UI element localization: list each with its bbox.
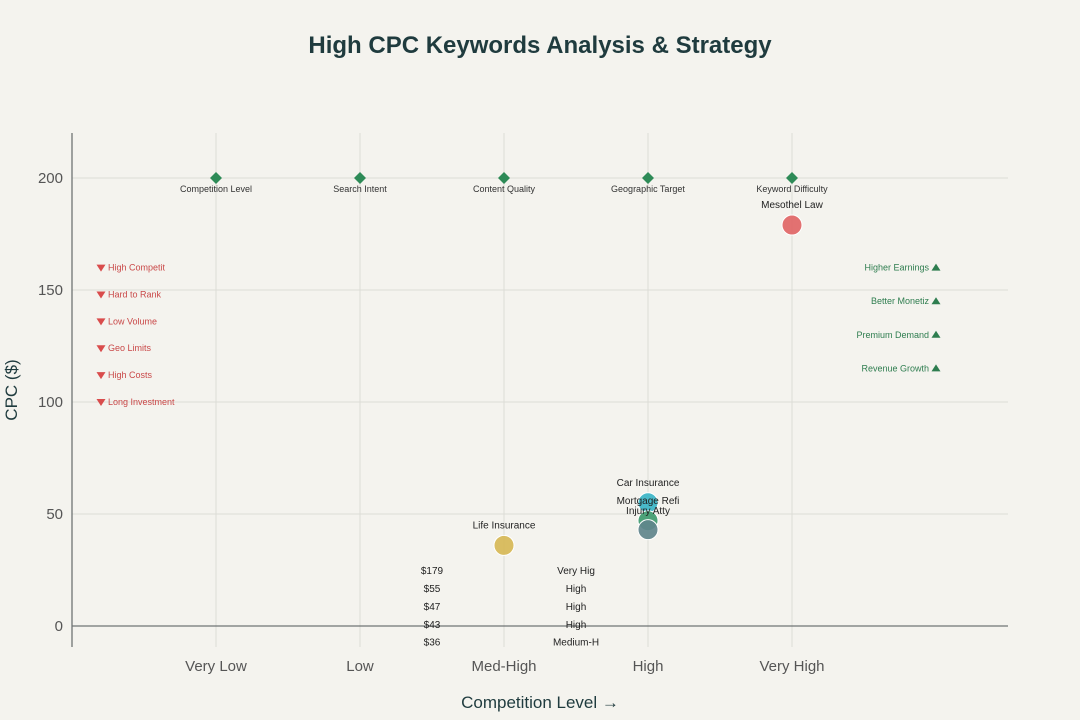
x-tick-label: Low: [346, 658, 374, 675]
keyword-label: Car Insurance: [617, 478, 680, 489]
factor-label: Keyword Difficulty: [756, 184, 828, 194]
challenge-label: High Costs: [108, 370, 153, 380]
keyword-point: [493, 534, 515, 556]
keyword-label: Mortgage Refi: [617, 496, 680, 507]
x-tick-label: Very High: [759, 658, 824, 675]
table-cpc-value: $36: [424, 638, 441, 649]
keyword-point: [637, 519, 659, 541]
keyword-point: [781, 214, 803, 236]
table-competition-value: High: [566, 584, 587, 595]
benefit-label: Better Monetiz: [871, 296, 930, 306]
y-tick-label: 0: [55, 618, 63, 635]
table-competition-value: Medium-H: [553, 638, 599, 649]
table-competition-value: High: [566, 620, 587, 631]
y-axis-title: CPC ($): [2, 359, 21, 420]
x-tick-label: High: [633, 658, 664, 675]
challenge-label: High Competit: [108, 263, 166, 273]
y-tick-label: 150: [38, 282, 63, 299]
x-axis-title: Competition Level →: [461, 693, 619, 712]
challenge-marker: [96, 318, 106, 326]
challenge-label: Hard to Rank: [108, 289, 162, 299]
benefit-marker: [931, 297, 941, 305]
axis-layer: [71, 133, 1008, 647]
mark-layer: [96, 172, 941, 556]
factor-label: Competition Level: [180, 184, 252, 194]
table-competition-value: High: [566, 602, 587, 613]
keyword-label: Mesothel Law: [761, 200, 823, 211]
grid-layer: [72, 133, 1008, 647]
y-tick-label: 200: [38, 170, 63, 187]
chart-title: High CPC Keywords Analysis & Strategy: [308, 32, 772, 59]
benefit-marker: [931, 330, 941, 338]
benefit-marker: [931, 263, 941, 271]
challenge-label: Geo Limits: [108, 343, 152, 353]
table-cpc-value: $47: [424, 602, 441, 613]
challenge-marker: [96, 291, 106, 299]
y-tick-label: 100: [38, 394, 63, 411]
challenge-marker: [96, 345, 106, 353]
benefit-marker: [931, 364, 941, 372]
table-competition-value: Very Hig: [557, 566, 595, 577]
factor-marker: [786, 172, 798, 184]
x-tick-label: Med-High: [471, 658, 536, 675]
table-cpc-value: $55: [424, 584, 441, 595]
factor-marker: [642, 172, 654, 184]
challenge-marker: [96, 372, 106, 380]
keyword-label: Injury Atty: [626, 506, 670, 517]
label-layer: 0 50 100 150 200 Very Low Low Med-High High Very …: [38, 170, 930, 675]
table-cpc-value: $179: [421, 566, 444, 577]
challenge-label: Low Volume: [108, 316, 157, 326]
factor-marker: [498, 172, 510, 184]
factor-marker: [210, 172, 222, 184]
factor-label: Content Quality: [473, 184, 536, 194]
challenge-marker: [96, 264, 106, 272]
factor-label: Geographic Target: [611, 184, 685, 194]
y-tick-label: 50: [46, 506, 63, 523]
challenge-marker: [96, 399, 106, 406]
challenge-label: Long Investment: [108, 397, 175, 407]
benefit-label: Higher Earnings: [864, 263, 929, 273]
table-cpc-value: $43: [424, 620, 441, 631]
keyword-label: Life Insurance: [473, 520, 536, 531]
benefit-label: Premium Demand: [856, 330, 929, 340]
x-tick-label: Very Low: [185, 658, 247, 675]
factor-marker: [354, 172, 366, 184]
factor-label: Search Intent: [333, 184, 387, 194]
benefit-label: Revenue Growth: [861, 363, 929, 373]
